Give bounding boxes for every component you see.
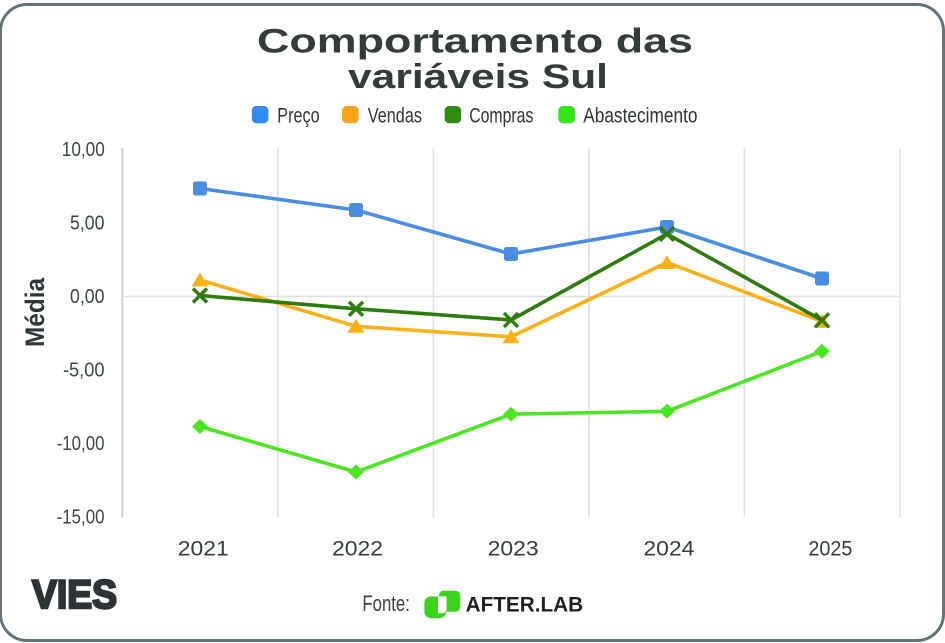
svg-text:AFTER.LAB: AFTER.LAB: [466, 594, 583, 617]
svg-text:Fonte:: Fonte:: [362, 591, 410, 616]
svg-text:2022: 2022: [332, 538, 383, 561]
svg-text:Preço: Preço: [277, 104, 319, 127]
svg-text:variáveis Sul: variáveis Sul: [348, 58, 608, 96]
svg-text:Média: Média: [20, 278, 50, 347]
svg-text:-5,00: -5,00: [63, 360, 105, 382]
svg-text:2021: 2021: [178, 538, 229, 561]
svg-text:10,00: 10,00: [62, 139, 105, 161]
svg-text:2024: 2024: [643, 538, 694, 561]
svg-text:-15,00: -15,00: [57, 507, 105, 529]
svg-text:2023: 2023: [488, 538, 539, 561]
svg-text:-10,00: -10,00: [57, 433, 105, 455]
svg-text:Abastecimento: Abastecimento: [583, 104, 697, 127]
svg-text:0,00: 0,00: [70, 286, 105, 308]
svg-text:Vendas: Vendas: [368, 104, 422, 127]
svg-text:2025: 2025: [808, 538, 852, 561]
svg-text:VIES: VIES: [32, 573, 117, 617]
svg-text:Compras: Compras: [469, 104, 533, 127]
svg-text:5,00: 5,00: [70, 213, 105, 235]
svg-text:Comportamento das: Comportamento das: [257, 22, 693, 60]
